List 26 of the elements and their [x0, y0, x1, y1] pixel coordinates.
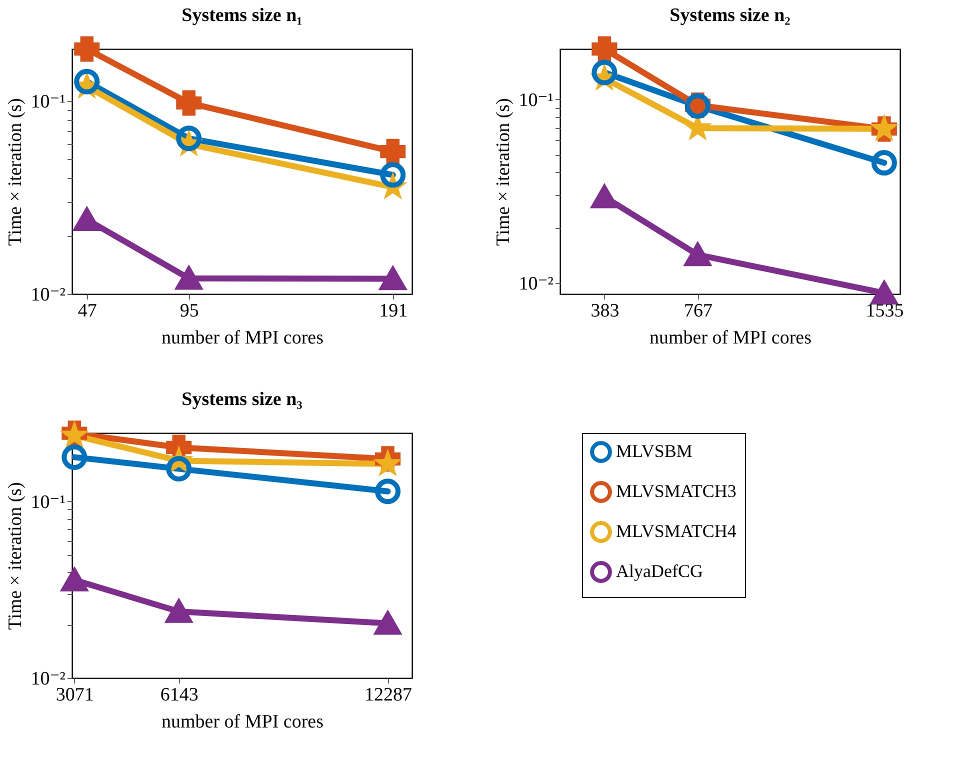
- x-tick-label: 12287: [364, 684, 412, 706]
- x-axis-title: number of MPI cores: [162, 328, 324, 348]
- x-tick-label: 3071: [56, 684, 94, 706]
- chart-title: Systems size n₃: [182, 389, 303, 410]
- legend-label: MLVSMATCH3: [616, 481, 736, 501]
- y-axis-title: Time × iteration (s): [4, 98, 26, 246]
- x-axis-title: number of MPI cores: [650, 328, 812, 348]
- legend-label: AlyaDefCG: [616, 561, 703, 581]
- legend-label: MLVSBM: [616, 441, 692, 461]
- x-tick-label: 767: [684, 300, 712, 322]
- x-axis-title: number of MPI cores: [162, 712, 324, 732]
- y-tick-label: 10⁻¹: [518, 90, 554, 111]
- y-tick-label: 10⁻¹: [30, 492, 66, 513]
- chart-title: Systems size n₂: [670, 4, 791, 26]
- y-tick-label: 10⁻²: [518, 273, 554, 294]
- x-tick-label: 6143: [160, 684, 198, 706]
- x-tick-label: 191: [379, 300, 408, 322]
- y-tick-label: 10⁻¹: [30, 92, 66, 113]
- x-tick-label: 383: [590, 300, 620, 322]
- x-tick-label: 95: [180, 300, 199, 322]
- y-axis-title: Time × iteration (s): [4, 482, 26, 630]
- y-tick-label: 10⁻²: [30, 284, 66, 306]
- chart-title: Systems size n₁: [182, 4, 302, 26]
- legend-label: MLVSMATCH4: [616, 521, 736, 541]
- y-axis-title: Time × iteration (s): [492, 98, 514, 246]
- x-tick-label: 47: [78, 300, 97, 322]
